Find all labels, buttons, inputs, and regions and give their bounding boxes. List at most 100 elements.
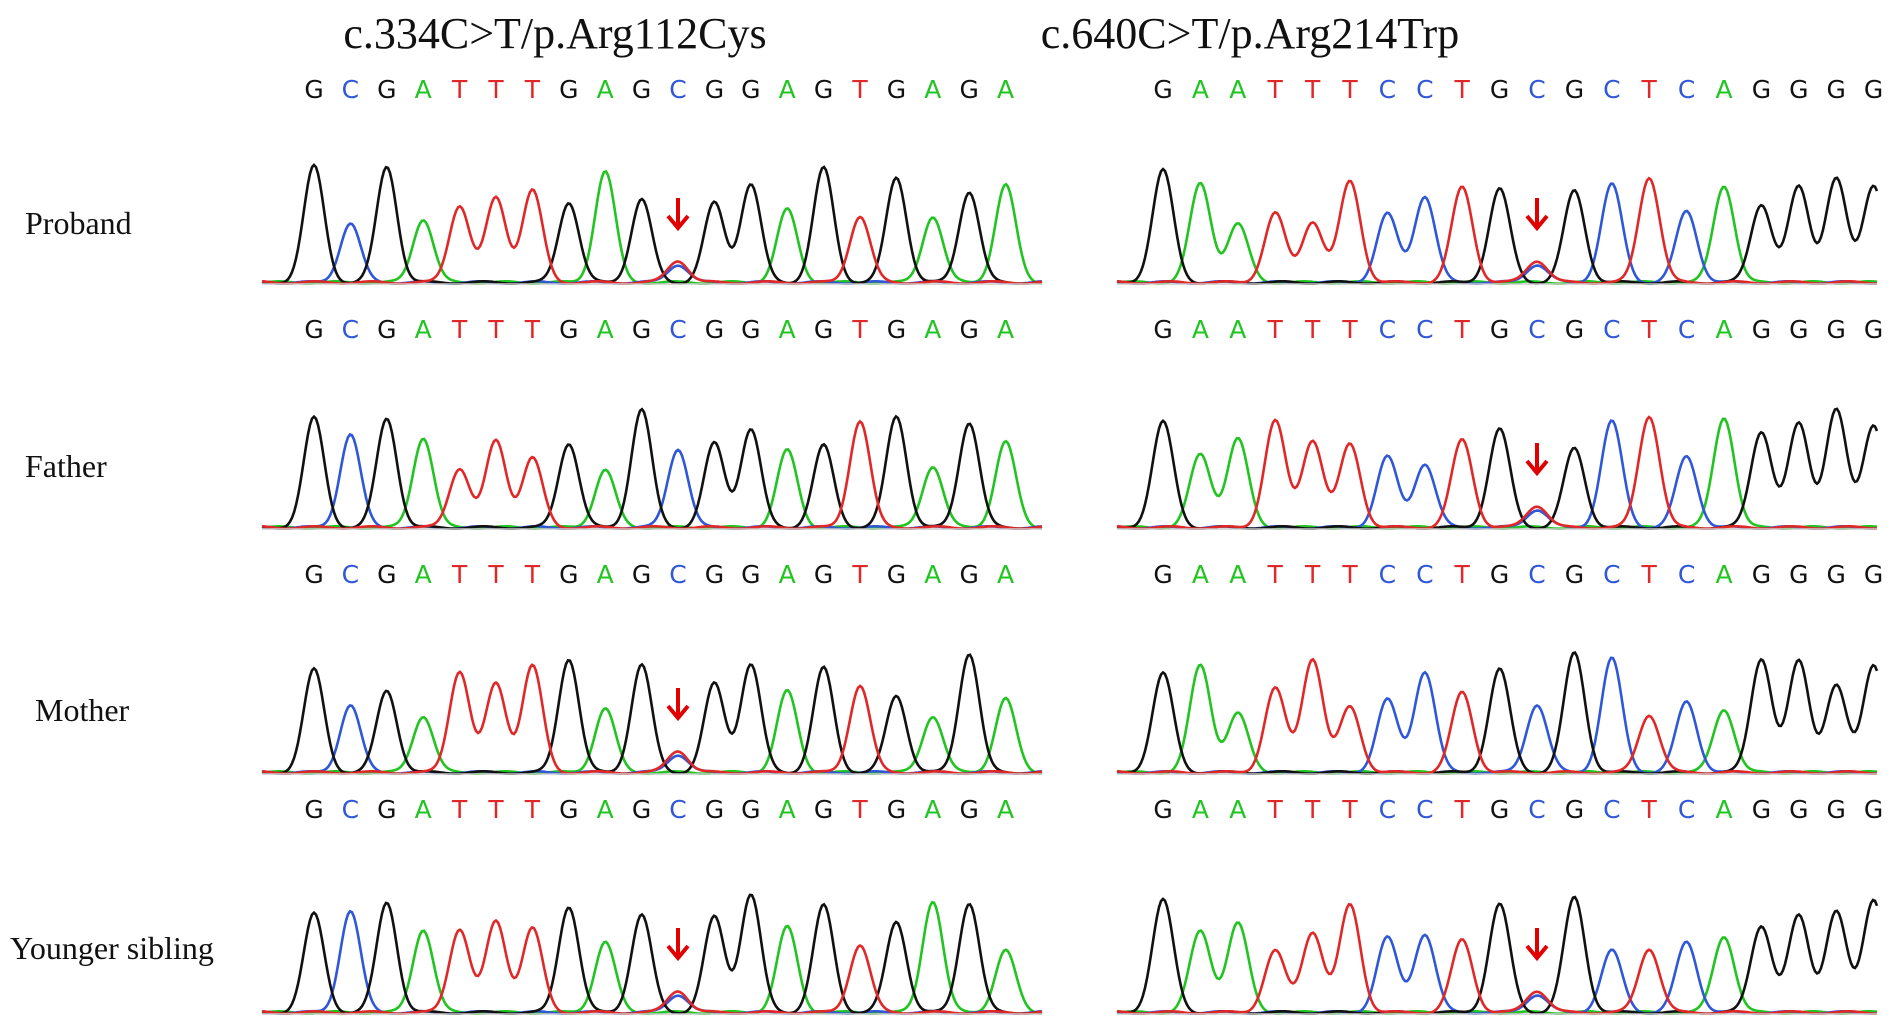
trace-line-g	[1116, 895, 1879, 1015]
base-call-letter: A	[778, 75, 796, 104]
trace-line-t	[261, 419, 1043, 530]
chromatogram-trace	[1116, 895, 1879, 1015]
base-call-letter: G	[1153, 315, 1173, 344]
base-call-letter: G	[559, 75, 579, 104]
trace-line-g	[1116, 651, 1879, 775]
base-call-letter: G	[1789, 75, 1809, 104]
base-call-letter: G	[377, 315, 397, 344]
base-call-letter: T	[1304, 560, 1321, 589]
base-call-letter: T	[1267, 560, 1283, 589]
base-call-letter: G	[1564, 315, 1585, 344]
trace-line-t	[1116, 902, 1877, 1015]
base-call-letter: G	[1789, 795, 1809, 824]
base-call-letter: G	[704, 315, 725, 344]
base-call-letter: C	[1528, 75, 1546, 104]
base-call-letter: C	[1603, 75, 1621, 104]
base-call-letter: T	[1454, 560, 1470, 589]
base-call-letter: T	[451, 315, 468, 344]
base-call-letter: A	[414, 315, 432, 344]
base-call-letter: G	[1863, 75, 1884, 104]
row-label-younger-sibling: Younger sibling	[10, 930, 214, 966]
base-call-letter: A	[1191, 560, 1209, 589]
base-call-letter: G	[304, 560, 324, 589]
base-call-letter: G	[959, 795, 979, 824]
base-call-letter: C	[1677, 560, 1696, 589]
base-call-letter: T	[488, 560, 504, 589]
trace-line-t	[261, 663, 1043, 775]
base-call-letter: A	[997, 75, 1015, 104]
base-call-letter: A	[1191, 315, 1209, 344]
base-call-letter: C	[1378, 315, 1397, 344]
chromatogram-trace	[1116, 651, 1879, 775]
variant-arrow	[1525, 928, 1549, 962]
trace-line-c	[1116, 419, 1878, 530]
base-call-letter: A	[997, 795, 1015, 824]
base-call-letter: T	[1304, 795, 1321, 824]
base-call-letter: C	[669, 560, 687, 589]
base-call-letter: T	[488, 315, 504, 344]
base-call-letter: G	[813, 560, 834, 589]
base-call-letter: G	[1863, 560, 1884, 589]
base-call-letter: T	[1304, 315, 1321, 344]
base-call-letter: A	[997, 560, 1015, 589]
base-call-letter: C	[1378, 560, 1397, 589]
base-call-letter: G	[813, 75, 834, 104]
row-label-father: Father	[25, 448, 107, 484]
base-call-letter: G	[1153, 795, 1173, 824]
base-call-letter: G	[1863, 795, 1884, 824]
base-call-letter: G	[377, 795, 397, 824]
base-call-letter: G	[1564, 75, 1585, 104]
base-call-letter: T	[1304, 75, 1321, 104]
base-call-letter: G	[631, 560, 652, 589]
base-call-letter: G	[1826, 75, 1846, 104]
base-call-letter: A	[1715, 75, 1733, 104]
trace-line-g	[1116, 407, 1879, 530]
base-call-letter: A	[596, 315, 614, 344]
base-call-letter: G	[631, 795, 652, 824]
row-label-mother: Mother	[35, 692, 130, 728]
base-call-letter: A	[778, 795, 796, 824]
base-call-letter: T	[1454, 315, 1470, 344]
base-call-letter: T	[1641, 560, 1657, 589]
base-call-letter: C	[1677, 75, 1696, 104]
base-call-letter: C	[669, 75, 687, 104]
base-call-letter: G	[1489, 315, 1510, 344]
base-call-letter: T	[1342, 315, 1358, 344]
base-call-letter: A	[1229, 315, 1247, 344]
base-call-letter: G	[704, 795, 725, 824]
base-call-letter: A	[414, 560, 432, 589]
base-call-letter: G	[1789, 560, 1809, 589]
variant-arrow	[666, 688, 690, 722]
base-call-letter: A	[924, 795, 942, 824]
base-call-letter: C	[1378, 795, 1397, 824]
base-call-letter: C	[1603, 315, 1621, 344]
base-call-letter: T	[488, 75, 504, 104]
variant-arrow	[1525, 443, 1549, 477]
trace-line-g	[261, 653, 1043, 775]
trace-line-a	[1116, 921, 1878, 1015]
base-call-letter: A	[778, 560, 796, 589]
variant-arrow	[1525, 198, 1549, 232]
base-call-letter: T	[1641, 315, 1657, 344]
base-call-letter: T	[1641, 795, 1657, 824]
base-call-letter: A	[924, 315, 942, 344]
base-call-letter: G	[704, 75, 725, 104]
base-call-letter: T	[524, 795, 541, 824]
base-call-letter: C	[669, 315, 687, 344]
base-call-letter: G	[559, 795, 579, 824]
base-call-letter: A	[924, 75, 942, 104]
chromatogram-trace	[261, 162, 1043, 285]
base-call-letter: G	[886, 795, 907, 824]
base-call-letter: G	[1489, 795, 1510, 824]
row-label-proband: Proband	[25, 205, 132, 241]
base-call-letter: A	[1229, 560, 1247, 589]
chromatogram-trace	[261, 407, 1043, 530]
base-call-letter: A	[997, 315, 1015, 344]
base-call-letter: T	[1454, 795, 1470, 824]
base-call-letter: G	[959, 560, 979, 589]
